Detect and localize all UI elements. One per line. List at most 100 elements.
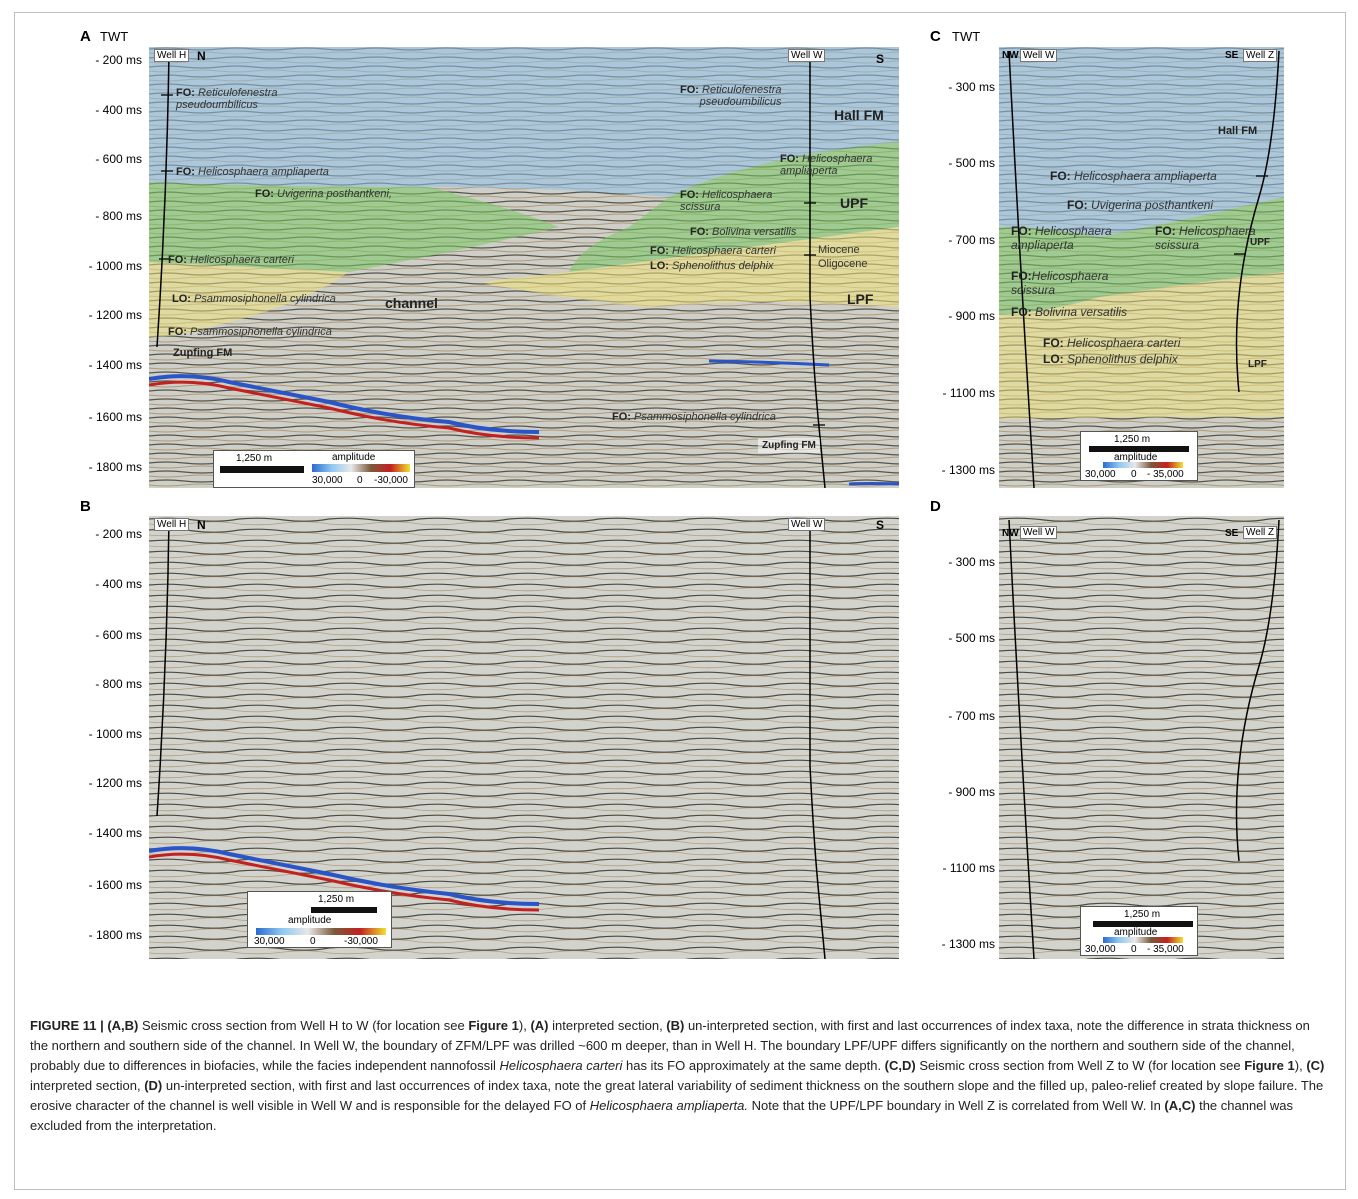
- panel-a-fo-reticulofenestra-north: FO: Reticulofenestra pseudoumbilicus: [176, 87, 278, 111]
- panel-a-fo-psammosiphonella-north: FO: Psammosiphonella cylindrica: [168, 326, 332, 338]
- panel-a-lo-sphenolithus: LO: Sphenolithus delphix: [650, 260, 774, 272]
- panel-c-well-w-tag: Well W: [1020, 49, 1058, 62]
- panel-a-tick-6: - 1200 ms: [88, 308, 142, 322]
- panel-a-fo-ampliaperta-north: FO: Helicosphaera ampliaperta: [176, 166, 329, 178]
- panel-d-amp-mid: 0: [1131, 944, 1137, 955]
- panel-a-upf-label: UPF: [840, 195, 868, 211]
- panel-d-amplitude-title: amplitude: [1114, 927, 1158, 938]
- panel-a-fo-carteri-north: FO: Helicosphaera carteri: [168, 254, 294, 266]
- panel-c-amplitude-title: amplitude: [1114, 452, 1158, 463]
- panel-c-amplitude-colorbar: [1103, 462, 1183, 468]
- panel-b-amp-min: 30,000: [254, 936, 285, 947]
- caption-figure1-ref-b: Figure 1: [1244, 1058, 1295, 1073]
- caption-ref-cd: (C,D): [884, 1058, 916, 1073]
- panel-a-fo-reticulofenestra-south: FO: Reticulofenestra pseudoumbilicus: [680, 84, 782, 108]
- panel-c-fo-uvigerina: FO: Uvigerina posthantkeni: [1067, 198, 1214, 212]
- panel-c-dir-se: SE: [1225, 50, 1239, 61]
- panel-a-tick-2: - 400 ms: [95, 103, 142, 117]
- panel-b-tick-2: - 400 ms: [95, 577, 142, 591]
- panel-b-tick-6: - 1200 ms: [88, 776, 142, 790]
- panel-a-well-w-tag: Well W: [788, 49, 826, 62]
- panel-a-tick-8: - 1600 ms: [88, 410, 142, 424]
- panel-d-tick-1: - 300 ms: [948, 555, 995, 569]
- panel-a-tick-5: - 1000 ms: [88, 259, 142, 273]
- panel-c-seismic: [999, 47, 1284, 488]
- panel-a-fo-scissura: FO: Helicosphaera scissura: [680, 189, 773, 213]
- panel-c-fo-heli-ampli: FO: Helicosphaera ampliaperta: [1011, 224, 1112, 252]
- panel-c-fo-bolivina: FO: Bolivina versatilis: [1011, 305, 1128, 319]
- panel-a-channel-label: channel: [385, 295, 438, 311]
- panel-b-tick-8: - 1600 ms: [88, 878, 142, 892]
- panel-d-label: D: [930, 498, 941, 515]
- panel-c-label: C: [930, 28, 941, 45]
- panel-a-scale-distance: 1,250 m: [236, 453, 273, 464]
- panel-a-twt-label: TWT: [100, 29, 129, 44]
- caption-text-1: Seismic cross section from Well H to W (…: [138, 1018, 469, 1033]
- caption-text-10: Note that the UPF/LPF boundary in Well Z…: [748, 1098, 1165, 1113]
- panel-b-label: B: [80, 498, 91, 515]
- panel-a-lo-psammosiphonella: LO: Psammosiphonella cylindrica: [172, 293, 336, 305]
- panel-c-amp-mid: 0: [1131, 469, 1137, 480]
- panel-a-tick-7: - 1400 ms: [88, 358, 142, 372]
- panel-a-seismic: [149, 47, 899, 488]
- panel-a-scale-bar: [220, 466, 304, 473]
- panel-a-amp-min: 30,000: [312, 475, 343, 486]
- panel-c-fo-scissura: FO:Helicosphaera scissura: [1011, 269, 1109, 297]
- panel-a-tick-1: - 200 ms: [95, 53, 142, 67]
- panel-a-hall-fm-label: Hall FM: [834, 107, 884, 123]
- panel-b-tick-9: - 1800 ms: [88, 928, 142, 942]
- panel-a-tick-3: - 600 ms: [95, 152, 142, 166]
- panel-a-amp-max: -30,000: [374, 475, 408, 486]
- panel-c-amp-min: 30,000: [1085, 469, 1116, 480]
- panel-a-zupfing-fm-south: Zupfing FM: [758, 438, 820, 453]
- panel-a-tick-9: - 1800 ms: [88, 460, 142, 474]
- panel-c-scalebar: 1,250 m amplitude 30,000 0 - 35,000: [1080, 431, 1198, 481]
- caption-text-4: un-interpreted section, with first and l…: [30, 1018, 1310, 1073]
- panel-a-tick-4: - 800 ms: [95, 209, 142, 223]
- caption-text-7: ),: [1294, 1058, 1307, 1073]
- panel-b-well-w-tag: Well W: [788, 518, 826, 531]
- panel-c-upf-label: UPF: [1250, 237, 1270, 248]
- panel-c-tick-1: - 300 ms: [948, 80, 995, 94]
- panel-d-amp-min: 30,000: [1085, 944, 1116, 955]
- panel-a-amplitude-colorbar: [312, 464, 410, 472]
- panel-c-lo-sphenolithus: LO: Sphenolithus delphix: [1043, 352, 1178, 366]
- panel-b-tick-1: - 200 ms: [95, 527, 142, 541]
- panel-d-well-w-tag: Well W: [1020, 526, 1058, 539]
- panel-c-tick-5: - 1100 ms: [942, 386, 995, 400]
- panel-d-tick-4: - 900 ms: [948, 785, 995, 799]
- panel-c-fo-ampliaperta: FO: Helicosphaera ampliaperta: [1050, 169, 1217, 183]
- panel-d-seismic: [999, 516, 1284, 959]
- panel-c-tick-2: - 500 ms: [948, 156, 995, 170]
- panel-a-fo-psammosiphonella-south: FO: Psammosiphonella cylindrica: [612, 411, 776, 423]
- panel-b-amp-mid: 0: [310, 936, 316, 947]
- panel-a-lpf-label: LPF: [847, 291, 874, 307]
- panel-a-oligocene-label: Oligocene: [818, 258, 868, 270]
- panel-d-scalebar: 1,250 m amplitude 30,000 0 - 35,000: [1080, 906, 1198, 956]
- caption-text-3: interpreted section,: [548, 1018, 667, 1033]
- panel-c-hall-fm-label: Hall FM: [1218, 125, 1258, 137]
- panel-c-tick-4: - 900 ms: [948, 309, 995, 323]
- figure-caption: FIGURE 11 | (A,B) Seismic cross section …: [30, 1016, 1330, 1136]
- panel-b-scalebar: 1,250 m amplitude 30,000 0 -30,000: [247, 891, 392, 948]
- panel-b-well-h-tag: Well H: [154, 518, 190, 531]
- panel-a-fo-uvigerina: FO: Uvigerina posthantkeni,: [255, 188, 392, 200]
- panel-c-tick-3: - 700 ms: [948, 233, 995, 247]
- panel-d-tick-6: - 1300 ms: [941, 937, 995, 951]
- caption-figure-label: FIGURE 11 |: [30, 1018, 104, 1033]
- panel-a-fo-bolivina: FO: Bolivina versatilis: [690, 226, 797, 238]
- caption-taxon-carteri: Helicosphaera carteri: [499, 1058, 623, 1073]
- caption-ref-b: (B): [666, 1018, 685, 1033]
- panel-c-tick-6: - 1300 ms: [941, 463, 995, 477]
- panel-d-scale-bar: [1093, 921, 1193, 927]
- panel-c-fo-carteri: FO: Helicosphaera carteri: [1043, 336, 1181, 350]
- panel-a-well-h-tag: Well H: [154, 49, 190, 62]
- panel-c-twt-label: TWT: [952, 29, 981, 44]
- panel-c-amp-max: - 35,000: [1147, 469, 1184, 480]
- panel-b-tick-7: - 1400 ms: [88, 826, 142, 840]
- panel-c-dir-nw: NW: [1002, 50, 1019, 61]
- panel-b-scale-bar: [311, 907, 377, 913]
- panel-a-dir-s: S: [876, 52, 885, 66]
- caption-figure1-ref-a: Figure 1: [468, 1018, 519, 1033]
- panel-a-amp-mid: 0: [357, 475, 363, 486]
